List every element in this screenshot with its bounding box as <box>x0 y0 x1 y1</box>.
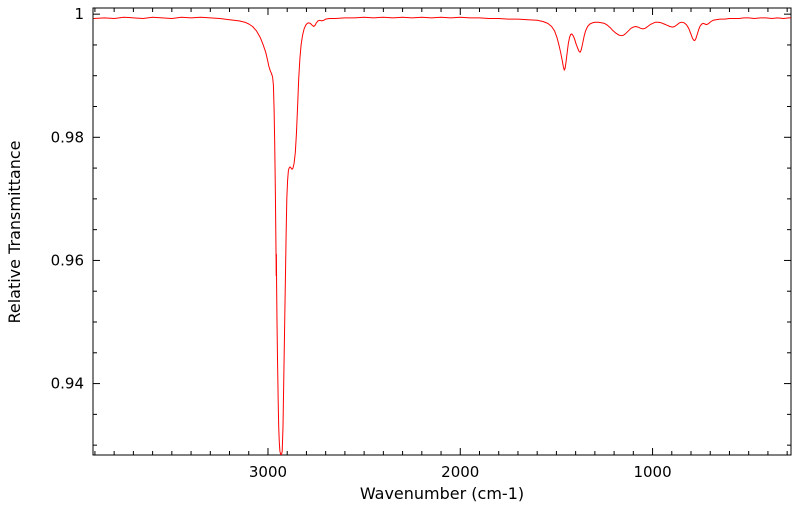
y-axis-label: Relative Transmittance <box>5 140 24 323</box>
y-tick-label: 0.96 <box>51 251 84 269</box>
x-tick-label: 1000 <box>633 463 671 481</box>
plot-frame <box>92 7 792 456</box>
y-tick-label: 0.98 <box>51 128 84 146</box>
y-tick-label: 0.94 <box>51 375 84 393</box>
tick-labels: 3000 2000 1000 0.94 0.96 0.98 1 <box>51 5 672 481</box>
x-axis-label: Wavenumber (cm-1) <box>360 484 524 503</box>
axis-ticks <box>93 8 791 455</box>
spectrum-line <box>93 16 791 455</box>
y-tick-label: 1 <box>74 5 84 23</box>
x-tick-label: 2000 <box>441 463 479 481</box>
x-tick-label: 3000 <box>249 463 287 481</box>
